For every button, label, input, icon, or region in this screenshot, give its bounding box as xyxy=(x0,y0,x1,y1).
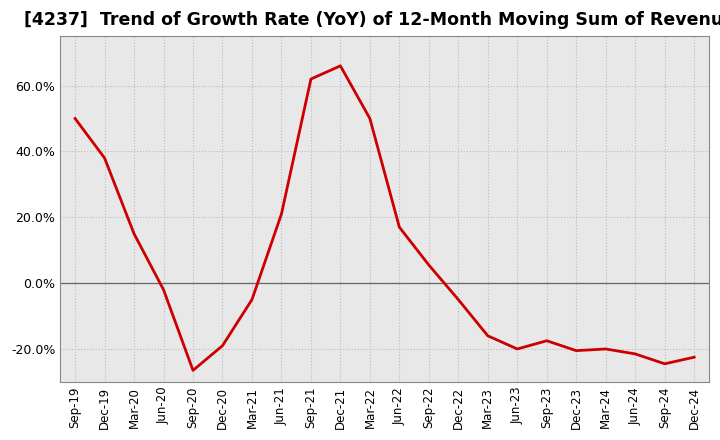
Title: [4237]  Trend of Growth Rate (YoY) of 12-Month Moving Sum of Revenues: [4237] Trend of Growth Rate (YoY) of 12-… xyxy=(24,11,720,29)
